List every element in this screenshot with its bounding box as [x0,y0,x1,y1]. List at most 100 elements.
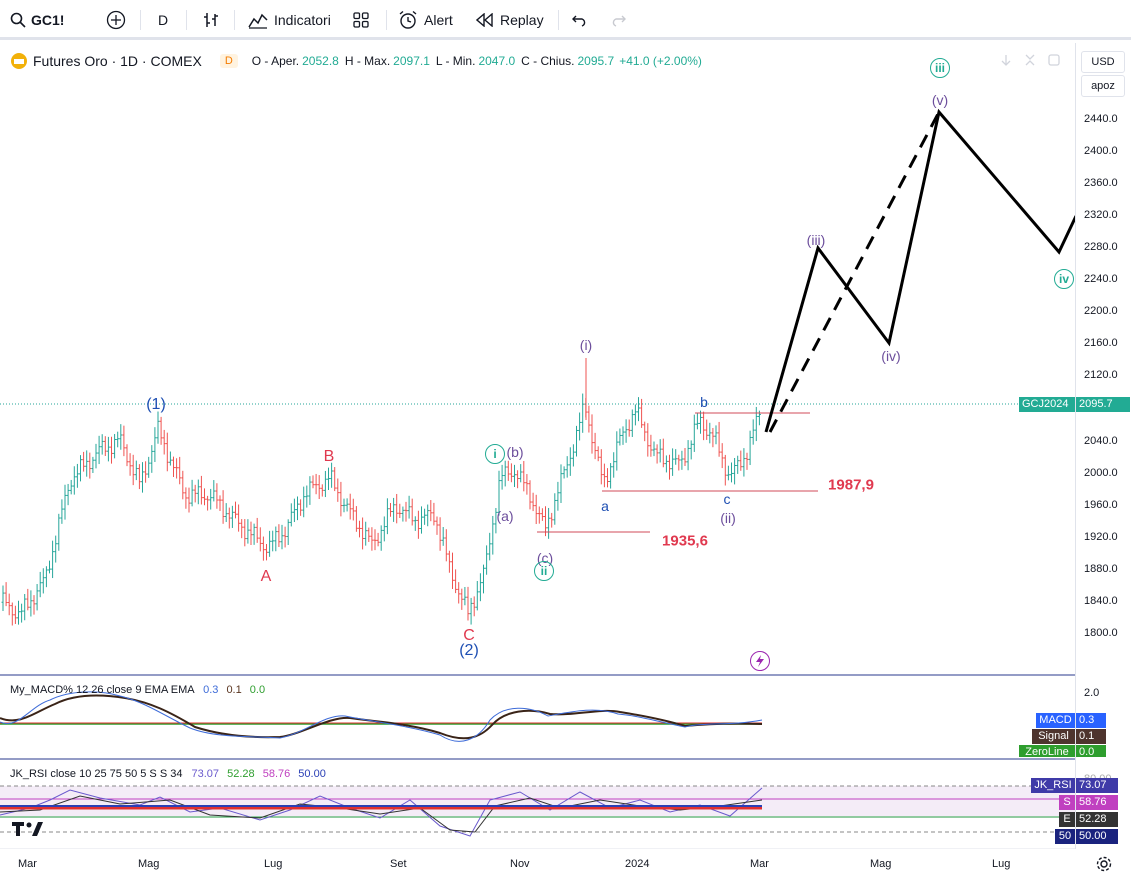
price-bar [516,470,520,489]
price-bar [568,447,572,476]
replay-button[interactable]: Replay [476,0,544,40]
price-bar [361,517,365,550]
price-bar [475,580,479,611]
price-axis-tick: 2360.0 [1084,177,1118,189]
price-bar [416,510,420,539]
price-bar [122,425,126,457]
wave-label-1: (1) [146,396,166,413]
arrow-down-icon[interactable] [998,52,1014,68]
close-label: C - Chius. [521,54,575,68]
price-bar [482,564,485,594]
projection-path-solid [764,108,1075,433]
price-bar [57,513,61,551]
redo-button[interactable] [610,0,626,40]
indicators-button[interactable]: Indicatori [248,0,331,40]
lightning-icon [756,655,764,667]
price-tag: 2095.7 [1076,397,1130,412]
low-value: 2047.0 [478,54,516,68]
price-bar [227,507,231,529]
redo-icon [612,15,626,27]
price-bar [7,593,11,616]
currency-button[interactable]: USD [1081,51,1125,73]
interval-label: D [158,12,169,28]
rsi-fill-line [0,787,763,837]
price-bar [556,481,560,511]
undo-button[interactable] [572,0,588,40]
price-bar [637,397,640,422]
wave-label-v-small: (v) [931,92,949,108]
price-bar [683,448,687,466]
alert-button[interactable]: Alert [398,0,453,40]
price-bar [503,460,507,487]
price-axis-tick: 2320.0 [1084,209,1118,221]
time-axis-label: Mar [750,858,769,870]
high-value: 2097.1 [393,54,430,68]
price-bar [624,419,628,443]
event-icon[interactable] [750,651,770,671]
price-bar [134,460,138,481]
symbol-search[interactable]: GC1! [10,0,64,40]
tradingview-logo[interactable] [12,822,46,841]
price-bar [578,412,582,441]
price-bar [314,473,318,495]
price-bar [72,466,76,495]
symbol-label: GC1! [31,12,65,28]
price-bar [717,421,721,457]
price-bar [271,530,275,552]
price-bar [615,431,619,471]
price-bar [649,434,653,457]
price-axis-tick: 1880.0 [1084,563,1118,575]
chart-canvas[interactable] [0,43,1075,849]
price-bar [686,440,690,471]
price-bar [292,498,296,523]
price-bar [299,499,303,516]
maximize-icon[interactable] [1046,52,1062,68]
indicators-icon [248,13,268,29]
price-bar [187,487,191,513]
wave-circle-i: i [485,444,505,464]
price-axis[interactable]: USD apoz 2440.0 2400.0 2360.0 2320.0 2280.0 2… [1075,43,1131,849]
price-bar [246,519,250,544]
settings-button[interactable] [1095,855,1113,878]
scale-mode-button[interactable]: apoz [1081,75,1125,97]
chart-type-button[interactable] [202,0,220,40]
price-bar [103,436,107,457]
price-bar [345,498,349,512]
price-bar [509,463,513,483]
price-bar [488,532,492,561]
price-bar [420,506,423,534]
collapse-icon[interactable] [1022,52,1038,68]
layouts-button[interactable] [352,0,370,40]
interval-button[interactable]: D [158,0,168,40]
wave-label-iii-small: (iii) [806,232,826,248]
price-bar [252,523,256,545]
price-bar [506,460,510,481]
price-bar [144,461,148,483]
price-bar [432,502,436,526]
price-bar [395,493,399,524]
price-bar [658,439,662,463]
price-bar [221,490,225,524]
price-bar [404,501,408,522]
price-bar [196,479,200,505]
gold-symbol-icon [11,53,27,69]
macd-tag-value: 0.3 [1076,713,1106,728]
projection-path-dashed [768,111,941,433]
price-bar [630,409,634,437]
grid-icon [353,12,369,28]
price-bar [376,532,380,547]
price-bar [13,605,17,624]
price-bar [643,421,647,442]
compare-button[interactable] [106,0,126,40]
price-bar [181,470,185,500]
price-bar [60,499,64,524]
wave-label-B: B [323,448,335,465]
indicators-label: Indicatori [274,12,331,28]
price-bar [720,443,724,469]
price-bar [10,602,14,626]
wave-label-b-paren: (b) [506,444,524,460]
price-bar [633,404,637,426]
price-bar [407,495,411,519]
price-bar [652,441,656,457]
price-bar [348,493,352,520]
